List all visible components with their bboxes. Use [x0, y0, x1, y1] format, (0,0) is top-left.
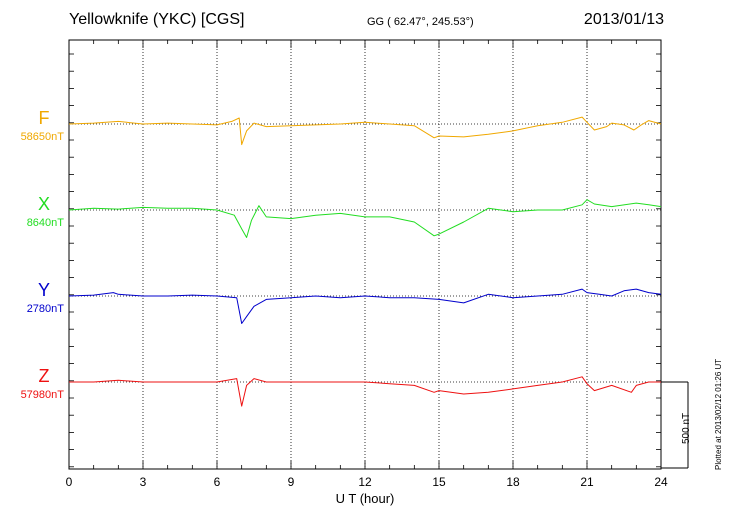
trace-x	[68, 199, 662, 238]
x-tick-label: 12	[358, 475, 372, 489]
x-tick-label: 24	[654, 475, 668, 489]
x-tick-label: 9	[288, 475, 295, 489]
trace-z	[69, 376, 661, 407]
chart-title: Yellowknife (YKC) [CGS]	[69, 11, 245, 28]
plot-frame	[68, 39, 662, 470]
x-tick-label: 0	[66, 475, 73, 489]
x-tick-label: 21	[580, 475, 594, 489]
station-coordinates: GG ( 62.47°, 245.53°)	[367, 16, 474, 28]
component-letter-f: F	[38, 108, 50, 128]
component-baseline-z: 57980nT	[20, 389, 64, 401]
component-letter-y: Y	[37, 280, 50, 300]
component-letter-x: X	[37, 194, 50, 214]
trace-f	[68, 116, 662, 146]
x-axis-label: U T (hour)	[336, 491, 395, 506]
chart-date: 2013/01/13	[583, 11, 664, 28]
x-tick-label: 3	[140, 475, 147, 489]
component-letter-z: Z	[38, 366, 50, 386]
trace-y	[68, 288, 662, 324]
x-tick-label: 6	[214, 475, 221, 489]
component-baseline-y: 2780nT	[26, 303, 64, 315]
x-tick-label: 18	[506, 475, 520, 489]
x-tick-label: 15	[432, 475, 446, 489]
component-baseline-f: 58650nT	[20, 131, 64, 143]
component-baseline-x: 8640nT	[26, 217, 64, 229]
